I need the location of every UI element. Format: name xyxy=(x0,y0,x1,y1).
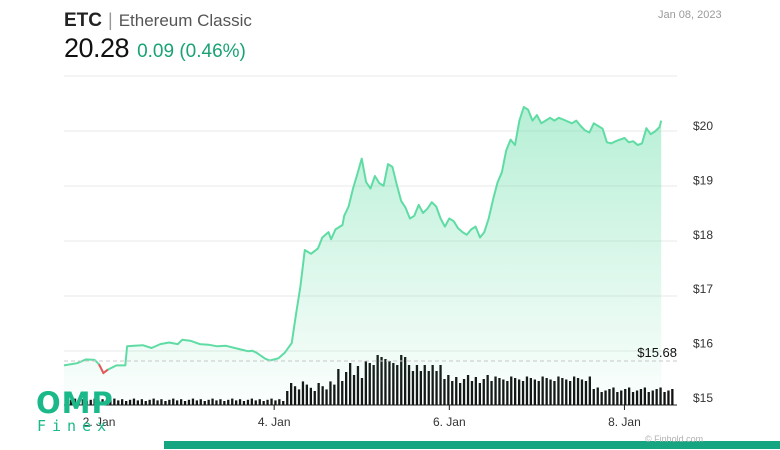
y-tick-label: $20 xyxy=(693,119,713,133)
quote-header: ETC | Ethereum Classic 20.28 0.09 (0.46%… xyxy=(64,10,252,64)
asset-name: Ethereum Classic xyxy=(118,11,252,30)
ticker-separator: | xyxy=(108,10,113,30)
y-axis-labels: $20 $19 $18 $17 $16 $15 xyxy=(693,119,713,405)
footer-bar xyxy=(164,441,780,449)
y-tick-label: $17 xyxy=(693,282,713,296)
chart-credit: © Finhold.com xyxy=(645,434,704,444)
volume-bar xyxy=(663,392,666,405)
price-line-down-segment xyxy=(98,363,109,375)
last-price-label: $15.68 xyxy=(637,345,677,360)
price-change: 0.09 (0.46%) xyxy=(137,41,246,62)
current-price: 20.28 xyxy=(64,33,130,63)
x-tick-label: 2. Jan xyxy=(83,415,116,429)
y-tick-label: $15 xyxy=(693,391,713,405)
ticker-symbol: ETC xyxy=(64,10,102,31)
chart-date: Jan 08, 2023 xyxy=(658,9,722,21)
x-axis-labels: 2. Jan 4. Jan 6. Jan 8. Jan xyxy=(83,405,641,429)
volume-bar xyxy=(667,390,670,405)
ticker-row: ETC | Ethereum Classic xyxy=(64,10,252,32)
volume-bar xyxy=(671,389,674,405)
price-line xyxy=(63,106,663,374)
price-area-fill xyxy=(64,107,662,405)
x-tick-label: 4. Jan xyxy=(258,415,291,429)
logo-text: OMP xyxy=(36,386,114,420)
y-tick-label: $19 xyxy=(693,173,713,187)
price-area xyxy=(63,106,663,405)
x-tick-label: 6. Jan xyxy=(433,415,466,429)
y-tick-label: $16 xyxy=(693,337,713,351)
x-tick-label: 8. Jan xyxy=(608,415,641,429)
logo-subtext: Finex xyxy=(37,417,113,435)
price-row: 20.28 0.09 (0.46%) xyxy=(64,33,252,64)
brand-logo: OMP Finex xyxy=(36,388,132,440)
y-tick-label: $18 xyxy=(693,228,713,242)
last-price-marker: $15.68 xyxy=(64,345,677,362)
